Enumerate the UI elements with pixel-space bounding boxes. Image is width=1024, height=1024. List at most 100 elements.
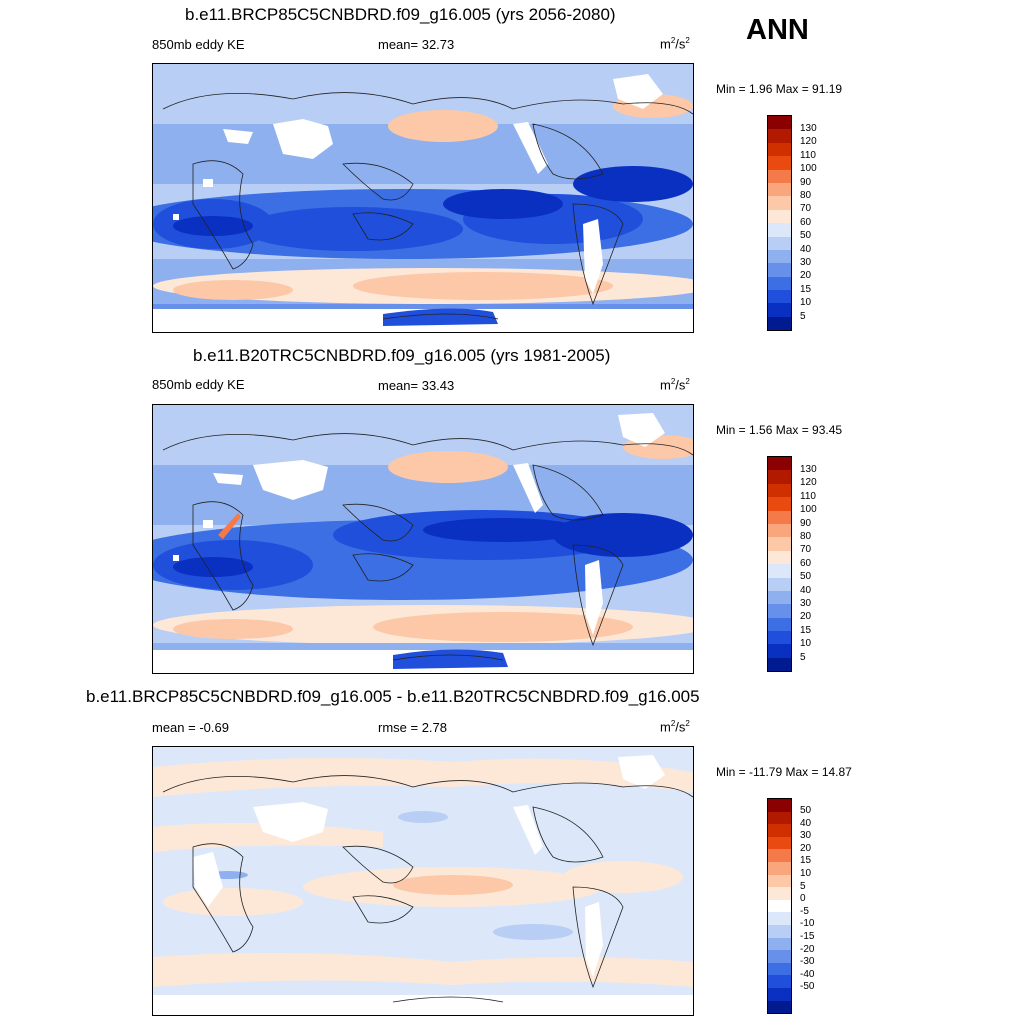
panel-3-mean-label: mean = -0.69 (152, 720, 229, 735)
colorbar-swatch (768, 169, 791, 183)
colorbar-tick: 20 (800, 842, 812, 854)
colorbar-swatch (768, 290, 791, 304)
panel-3-units: m2/s2 (660, 719, 690, 735)
panel-1-title: b.e11.BRCP85C5CNBDRD.f09_g16.005 (yrs 20… (185, 5, 616, 24)
colorbar-tick: 110 (800, 149, 816, 161)
colorbar-swatch (768, 236, 791, 250)
colorbar-swatch (768, 550, 791, 565)
panel-3-map (152, 746, 694, 1016)
colorbar-tick: 50 (800, 230, 812, 242)
colorbar-swatch (768, 631, 791, 645)
colorbar-swatch (768, 316, 791, 331)
colorbar-tick: 90 (800, 517, 812, 529)
panel-2-units: m2/s2 (660, 377, 690, 393)
colorbar-swatch (768, 129, 791, 143)
colorbar-tick: 130 (800, 464, 817, 475)
colorbar-swatch (768, 899, 791, 913)
colorbar-swatch (768, 836, 791, 850)
colorbar-tick: 60 (800, 557, 812, 569)
panel-3-rmse-label: rmse = 2.78 (378, 720, 448, 735)
colorbar-tick: 50 (800, 571, 812, 583)
colorbar-tick: 50 (800, 805, 812, 816)
colorbar-swatch (768, 196, 791, 210)
colorbar-tick: 10 (800, 868, 812, 879)
panel-1-colorbar (767, 115, 792, 332)
colorbar-swatch (768, 116, 791, 130)
colorbar-tick: 15 (800, 624, 812, 636)
panel-1-minmax: Min = 1.96 Max = 91.19 (716, 82, 843, 96)
colorbar-tick: 40 (800, 584, 812, 596)
colorbar-tick: 30 (800, 257, 812, 268)
colorbar-swatch (768, 303, 791, 317)
colorbar-tick: 40 (800, 243, 812, 255)
panel-2-colorbar (767, 456, 792, 673)
colorbar-swatch (768, 1000, 791, 1014)
colorbar-swatch (768, 657, 791, 672)
panel-2-mean-label: mean= 33.43 (378, 378, 455, 393)
colorbar-tick: -10 (800, 918, 815, 930)
panel-1-variable-label: 850mb eddy KE (152, 37, 245, 52)
colorbar-tick: 110 (800, 490, 816, 502)
colorbar-tick: 70 (800, 544, 812, 556)
colorbar-tick: -5 (800, 905, 809, 917)
colorbar-tick: -30 (800, 956, 815, 968)
colorbar-tick: 30 (800, 830, 812, 842)
colorbar-swatch (768, 457, 791, 471)
panel-2-minmax: Min = 1.56 Max = 93.45 (716, 423, 843, 437)
colorbar-tick: 15 (800, 283, 812, 295)
colorbar-swatch (768, 510, 791, 524)
colorbar-tick: 100 (800, 163, 817, 175)
colorbar-swatch (768, 263, 791, 277)
colorbar-swatch (768, 209, 791, 224)
colorbar-swatch (768, 937, 791, 951)
colorbar-swatch (768, 577, 791, 591)
colorbar-tick: 10 (800, 297, 812, 309)
colorbar-tick: 130 (800, 123, 817, 134)
panel-3-title: b.e11.BRCP85C5CNBDRD.f09_g16.005 - b.e11… (86, 687, 700, 706)
panel-1-map (152, 63, 694, 333)
colorbar-tick: 30 (800, 598, 812, 609)
colorbar-tick: 15 (800, 855, 812, 867)
colorbar-tick: 0 (800, 893, 806, 905)
colorbar-swatch (768, 156, 791, 170)
colorbar-swatch (768, 249, 791, 264)
colorbar-swatch (768, 537, 791, 551)
panel-1-units: m2/s2 (660, 36, 690, 52)
colorbar-swatch (768, 799, 791, 812)
panel-1-mean-label: mean= 32.73 (378, 37, 455, 52)
colorbar-swatch (768, 223, 791, 237)
colorbar-tick: 5 (800, 310, 806, 322)
colorbar-tick: 70 (800, 203, 812, 215)
colorbar-tick: 90 (800, 176, 812, 188)
colorbar-swatch (768, 861, 791, 875)
colorbar-tick: 40 (800, 817, 812, 829)
panel-2-variable-label: 850mb eddy KE (152, 377, 245, 392)
colorbar-tick: -20 (800, 943, 815, 955)
colorbar-swatch (768, 987, 791, 1001)
colorbar-tick: 80 (800, 190, 812, 201)
colorbar-swatch (768, 962, 791, 976)
colorbar-swatch (768, 523, 791, 538)
colorbar-swatch (768, 924, 791, 938)
colorbar-tick: 20 (800, 270, 812, 282)
colorbar-swatch (768, 975, 791, 988)
colorbar-swatch (768, 644, 791, 658)
colorbar-tick: 5 (800, 880, 806, 892)
colorbar-tick: -50 (800, 981, 815, 993)
colorbar-tick: 5 (800, 651, 806, 663)
colorbar-tick: -40 (800, 968, 815, 980)
panel-3-minmax: Min = -11.79 Max = 14.87 (716, 765, 852, 779)
panel-2-map (152, 404, 694, 674)
colorbar-swatch (768, 564, 791, 578)
colorbar-swatch (768, 590, 791, 605)
colorbar-swatch (768, 617, 791, 632)
colorbar-swatch (768, 912, 791, 925)
colorbar-tick: 120 (800, 136, 817, 148)
colorbar-tick: -15 (800, 931, 815, 942)
colorbar-tick: 20 (800, 611, 812, 623)
panel-2-title: b.e11.B20TRC5CNBDRD.f09_g16.005 (yrs 198… (193, 346, 611, 365)
colorbar-tick: 100 (800, 504, 817, 516)
colorbar-swatch (768, 276, 791, 291)
colorbar-swatch (768, 182, 791, 197)
colorbar-swatch (768, 849, 791, 862)
